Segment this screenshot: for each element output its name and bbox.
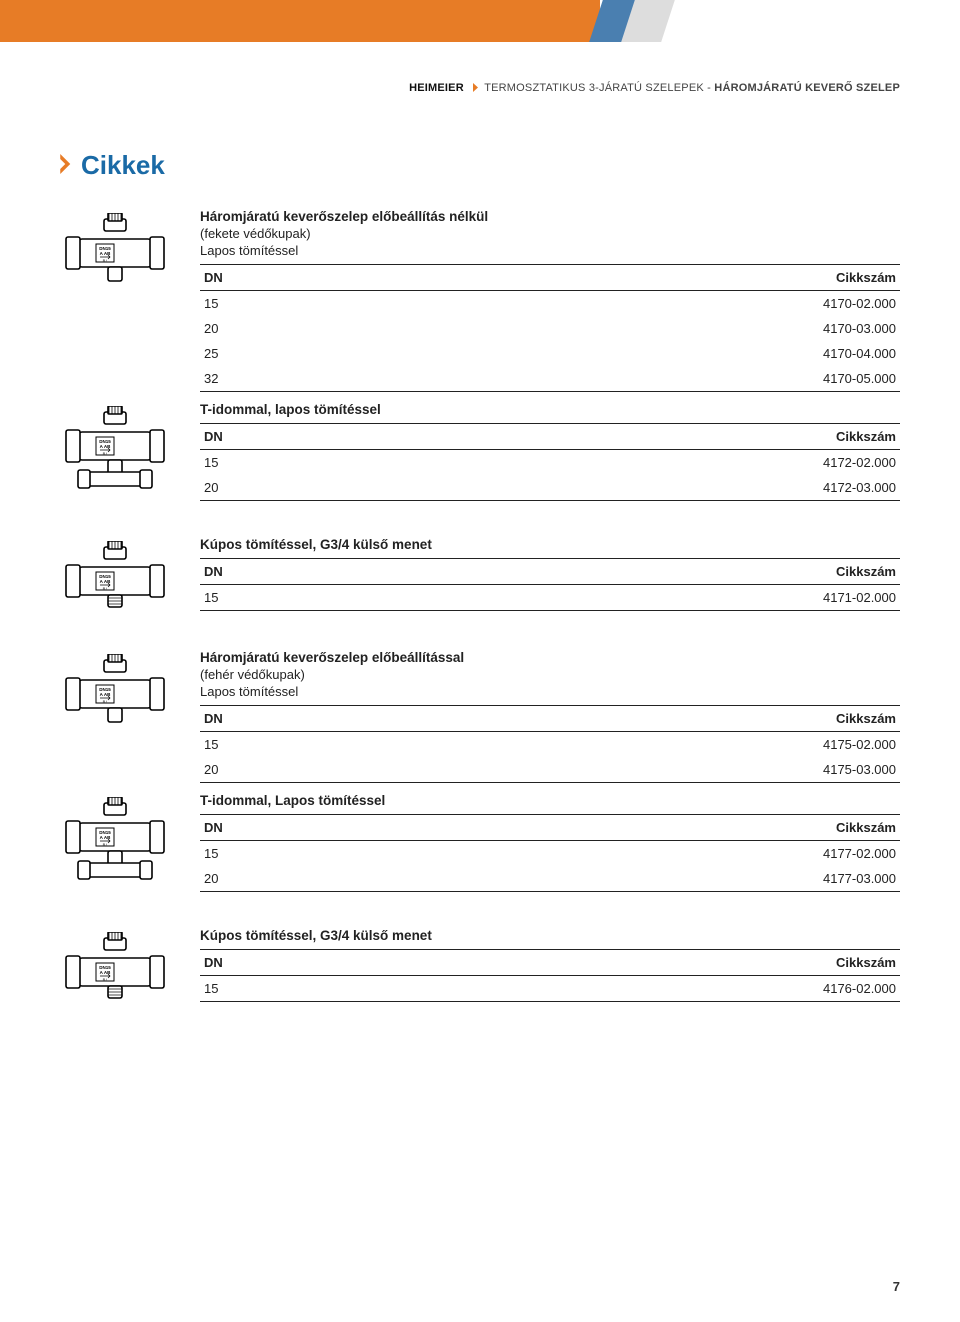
- cell-dn: 15: [204, 296, 218, 311]
- group-title: Kúpos tömítéssel, G3/4 külső menet: [200, 928, 900, 943]
- col-dn: DN: [204, 270, 223, 285]
- group-sub: (fehér védőkupak): [200, 667, 900, 682]
- product-subgroup: T-idommal, Lapos tömítéssel DN Cikkszám …: [200, 793, 900, 892]
- data-table: DN Cikkszám 15 4177-02.000 20 4177-03.00…: [200, 814, 900, 892]
- data-table: DN Cikkszám 15 4172-02.000 20 4172-03.00…: [200, 423, 900, 501]
- col-dn: DN: [204, 711, 223, 726]
- col-code: Cikkszám: [836, 270, 896, 285]
- cell-code: 4175-03.000: [823, 762, 896, 777]
- table-row: 20 4175-03.000: [200, 757, 900, 782]
- valve-icon: [60, 213, 170, 283]
- col-dn: DN: [204, 820, 223, 835]
- subgroup-title: T-idommal, Lapos tömítéssel: [200, 793, 900, 808]
- table-header: DN Cikkszám: [200, 264, 900, 291]
- data-table: DN Cikkszám 15 4175-02.000 20 4175-03.00…: [200, 705, 900, 783]
- product-subgroup: T-idommal, lapos tömítéssel DN Cikkszám …: [200, 402, 900, 501]
- cell-dn: 15: [204, 737, 218, 752]
- table-header: DN Cikkszám: [200, 423, 900, 450]
- group-title: Háromjáratú keverőszelep előbeállítással: [200, 650, 900, 665]
- product-group: Háromjáratú keverőszelep előbeállítás né…: [60, 209, 900, 501]
- brand-label: HEIMEIER: [409, 82, 464, 94]
- cell-dn: 20: [204, 321, 218, 336]
- chevron-right-icon: [473, 83, 479, 92]
- page-content: Cikkek Háromjáratú keverőszelep előbeáll…: [60, 150, 900, 1041]
- subgroup-title: T-idommal, lapos tömítéssel: [200, 402, 900, 417]
- table-row: 32 4170-05.000: [200, 366, 900, 391]
- col-code: Cikkszám: [836, 711, 896, 726]
- valve-icon: [60, 932, 170, 1002]
- cell-code: 4170-04.000: [823, 346, 896, 361]
- valve-icon: [60, 406, 170, 492]
- section-title-text: Cikkek: [81, 150, 165, 181]
- breadcrumb: HEIMEIER TERMOSZTATIKUS 3-JÁRATÚ SZELEPE…: [409, 82, 900, 94]
- product-image: [60, 928, 200, 1005]
- product-group: Háromjáratú keverőszelep előbeállítással…: [60, 650, 900, 892]
- cell-code: 4177-03.000: [823, 871, 896, 886]
- group-title: Kúpos tömítéssel, G3/4 külső menet: [200, 537, 900, 552]
- chevron-right-icon: [60, 150, 73, 181]
- table-row: 15 4170-02.000: [200, 291, 900, 316]
- breadcrumb-path2: HÁROMJÁRATÚ KEVERŐ SZELEP: [714, 82, 900, 94]
- cell-dn: 32: [204, 371, 218, 386]
- table-header: DN Cikkszám: [200, 558, 900, 585]
- cell-dn: 15: [204, 590, 218, 605]
- group-sub: Lapos tömítéssel: [200, 684, 900, 699]
- table-row: 15 4175-02.000: [200, 732, 900, 757]
- table-row: 20 4170-03.000: [200, 316, 900, 341]
- col-code: Cikkszám: [836, 955, 896, 970]
- data-table: DN Cikkszám 15 4176-02.000: [200, 949, 900, 1002]
- table-header: DN Cikkszám: [200, 814, 900, 841]
- breadcrumb-path1: TERMOSZTATIKUS 3-JÁRATÚ SZELEPEK: [484, 82, 704, 94]
- table-row: 20 4177-03.000: [200, 866, 900, 891]
- top-banner: [0, 0, 960, 42]
- table-row: 15 4177-02.000: [200, 841, 900, 866]
- col-dn: DN: [204, 955, 223, 970]
- cell-code: 4170-05.000: [823, 371, 896, 386]
- table-row: 15 4172-02.000: [200, 450, 900, 475]
- table-row: 25 4170-04.000: [200, 341, 900, 366]
- cell-dn: 20: [204, 762, 218, 777]
- cell-dn: 25: [204, 346, 218, 361]
- cell-dn: 15: [204, 455, 218, 470]
- cell-dn: 15: [204, 981, 218, 996]
- cell-code: 4172-02.000: [823, 455, 896, 470]
- cell-dn: 20: [204, 871, 218, 886]
- section-title: Cikkek: [60, 150, 900, 181]
- col-code: Cikkszám: [836, 429, 896, 444]
- product-image: [60, 793, 200, 892]
- cell-code: 4175-02.000: [823, 737, 896, 752]
- data-table: DN Cikkszám 15 4170-02.000 20 4170-03.00…: [200, 264, 900, 392]
- product-group: Kúpos tömítéssel, G3/4 külső menet DN Ci…: [60, 537, 900, 614]
- table-row: 15 4176-02.000: [200, 976, 900, 1001]
- table-row: 20 4172-03.000: [200, 475, 900, 500]
- cell-code: 4170-03.000: [823, 321, 896, 336]
- valve-icon: [60, 541, 170, 611]
- col-dn: DN: [204, 564, 223, 579]
- table-header: DN Cikkszám: [200, 705, 900, 732]
- group-title: Háromjáratú keverőszelep előbeállítás né…: [200, 209, 900, 224]
- cell-dn: 20: [204, 480, 218, 495]
- page-number: 7: [893, 1279, 900, 1294]
- table-header: DN Cikkszám: [200, 949, 900, 976]
- table-row: 15 4171-02.000: [200, 585, 900, 610]
- cell-code: 4176-02.000: [823, 981, 896, 996]
- data-table: DN Cikkszám 15 4171-02.000: [200, 558, 900, 611]
- product-image: [60, 537, 200, 614]
- col-dn: DN: [204, 429, 223, 444]
- product-group: Kúpos tömítéssel, G3/4 külső menet DN Ci…: [60, 928, 900, 1005]
- cell-code: 4172-03.000: [823, 480, 896, 495]
- group-sub: Lapos tömítéssel: [200, 243, 900, 258]
- cell-code: 4171-02.000: [823, 590, 896, 605]
- product-image: [60, 402, 200, 501]
- group-sub: (fekete védőkupak): [200, 226, 900, 241]
- col-code: Cikkszám: [836, 564, 896, 579]
- cell-code: 4170-02.000: [823, 296, 896, 311]
- col-code: Cikkszám: [836, 820, 896, 835]
- cell-code: 4177-02.000: [823, 846, 896, 861]
- valve-icon: [60, 797, 170, 883]
- valve-icon: [60, 654, 170, 724]
- cell-dn: 15: [204, 846, 218, 861]
